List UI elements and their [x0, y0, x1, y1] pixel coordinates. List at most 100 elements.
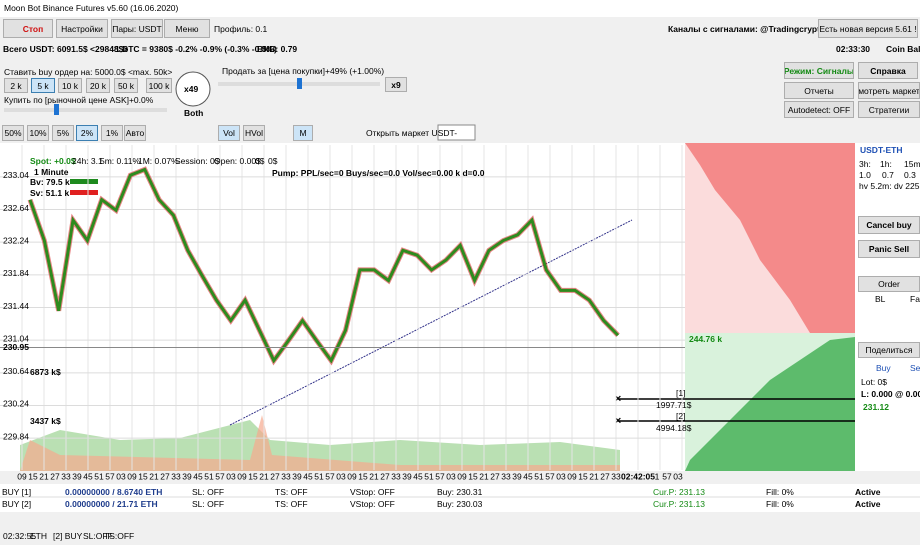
x-tick-label: 57 [325, 471, 335, 481]
slider-thumb [54, 104, 59, 115]
x-tick-label: 33 [391, 471, 401, 481]
bv-bar [70, 179, 98, 184]
stop-button[interactable]: Стоп [3, 19, 53, 38]
markets-button[interactable]: Смотреть маркеты [858, 82, 920, 99]
order-cell: 0.00000000 / 21.71 ETH [65, 499, 158, 509]
x-tick-label: 27 [160, 471, 170, 481]
x-tick-label: 27 [490, 471, 500, 481]
help-button[interactable]: Справка [858, 62, 918, 79]
fav-label: Fav [910, 294, 920, 304]
x-tick-label: 51 [94, 471, 104, 481]
channels-label: Каналы с сигналами: @Tradingcryptocoach [668, 24, 850, 34]
x-tick-label: 21 [479, 471, 489, 481]
period-label: 1h: [880, 159, 892, 169]
vol-button[interactable]: Vol [218, 125, 240, 141]
percent-button[interactable]: 10% [27, 125, 49, 141]
x-tick-label: 45 [303, 471, 313, 481]
x-tick-label: 21 [149, 471, 159, 481]
m5-label: 5m: 0.11% [100, 156, 141, 166]
order-cell: BUY [2] [2, 499, 32, 509]
btc-price: 1 BTC = 9380$ -0.2% -0.9% (-0.3% -0.5%) [115, 44, 277, 54]
amount-button[interactable]: 50 k [114, 78, 138, 93]
sell-label: Sell [910, 363, 920, 373]
percent-button[interactable]: 50% [2, 125, 24, 141]
volume-sell-area [20, 415, 620, 471]
x-tick-label: 09 [127, 471, 137, 481]
ask-depth [685, 143, 855, 333]
order-cell: Fill: 0% [766, 499, 794, 509]
sv-label: Sv: 51.1 k [30, 188, 70, 198]
order-cell: Active [855, 499, 881, 509]
amount-button[interactable]: 20 k [86, 78, 110, 93]
mode-button[interactable]: Режим: Сигналы [784, 62, 854, 79]
x-tick-label: 1 [655, 471, 660, 481]
percent-button[interactable]: 2% [76, 125, 98, 141]
share-button[interactable]: Поделиться [858, 342, 920, 358]
period-value: 1.0 [859, 170, 871, 180]
order-cell: 0.00000000 / 8.6740 ETH [65, 487, 163, 497]
x-tick-label: 03 [226, 471, 236, 481]
x-tick-label: 27 [380, 471, 390, 481]
h24-label: 24h: 3.1 [72, 156, 103, 166]
x-tick-label: 51 [314, 471, 324, 481]
x-tick-label: 03 [336, 471, 346, 481]
x-tick-label: 15 [28, 471, 38, 481]
order-button[interactable]: Order [858, 276, 920, 292]
window-title: Moon Bot Binance Futures v5.60 (16.06.20… [4, 3, 179, 13]
x-tick-label: 57 [215, 471, 225, 481]
settings-button[interactable]: Настройки [56, 19, 108, 38]
amount-button[interactable]: 100 k [146, 78, 172, 93]
autodetect-button[interactable]: Autodetect: OFF [784, 101, 854, 118]
order-cross: ✕ [614, 393, 621, 403]
profile-label: Профиль: 0.1 [214, 24, 268, 34]
x-tick-label: 21 [39, 471, 49, 481]
period-value: 0.3 [904, 170, 916, 180]
reports-button[interactable]: Отчеты [784, 82, 854, 99]
amount-button[interactable]: 5 k [31, 78, 55, 93]
sell-price-label: Продать за [цена покупки]+49% (+1.00%) [222, 66, 385, 76]
x-tick-label: 45 [413, 471, 423, 481]
percent-button[interactable]: Авто [124, 125, 146, 141]
x-tick-label: 57 [105, 471, 115, 481]
percent-button[interactable]: 1% [101, 125, 123, 141]
x-tick-label: 21 [259, 471, 269, 481]
x-tick-label: 09 [567, 471, 577, 481]
x-tick-label: 51 [204, 471, 214, 481]
order-sum: 1997.71$ [656, 400, 692, 410]
panic-sell-button[interactable]: Panic Sell [858, 240, 920, 258]
x-tick-label: 21 [369, 471, 379, 481]
amount-button[interactable]: 2 k [4, 78, 28, 93]
x-tick-label: 27 [270, 471, 280, 481]
hvol-button[interactable]: HVol [243, 125, 265, 141]
strategies-button[interactable]: Стратегии [858, 101, 920, 118]
percent-button[interactable]: 5% [52, 125, 74, 141]
x-tick-label: 45 [523, 471, 533, 481]
pairs-button[interactable]: Пары: USDT [111, 19, 163, 38]
y-tick-label: 232.64 [3, 203, 29, 213]
status-item: TS:OFF [104, 531, 135, 541]
sell-mult-button[interactable]: x9 [385, 77, 407, 92]
order-cell: Buy: 230.03 [437, 499, 483, 509]
m-button[interactable]: M [293, 125, 313, 141]
bl-label: BL [875, 294, 886, 304]
order-cell: Buy: 230.31 [437, 487, 483, 497]
amount-button[interactable]: 10 k [58, 78, 82, 93]
period-value: 0.7 [882, 170, 894, 180]
cancel-buy-button[interactable]: Cancel buy [858, 216, 920, 234]
mult-label: x49 [184, 84, 199, 94]
x-tick-label: 51 [534, 471, 544, 481]
vol-label: 3437 k$ [30, 416, 61, 426]
slider-thumb [297, 78, 302, 89]
buy-order-label: Ставить buy ордер на: 5000.0$ <max. 50k> [4, 67, 173, 77]
x-tick-label: 02:42:05 [621, 471, 655, 481]
y-tick-label: 232.24 [3, 235, 29, 245]
x-tick-label: 15 [138, 471, 148, 481]
order-cell: Fill: 0% [766, 487, 794, 497]
menu-button[interactable]: Меню [164, 19, 210, 38]
price-line [28, 167, 620, 364]
y-tick-label: 229.84 [3, 431, 29, 441]
status-item: 02:32:55 [3, 531, 37, 541]
market-input[interactable] [437, 124, 476, 141]
update-button[interactable]: Есть новая версия 5.61 ! [818, 19, 918, 38]
